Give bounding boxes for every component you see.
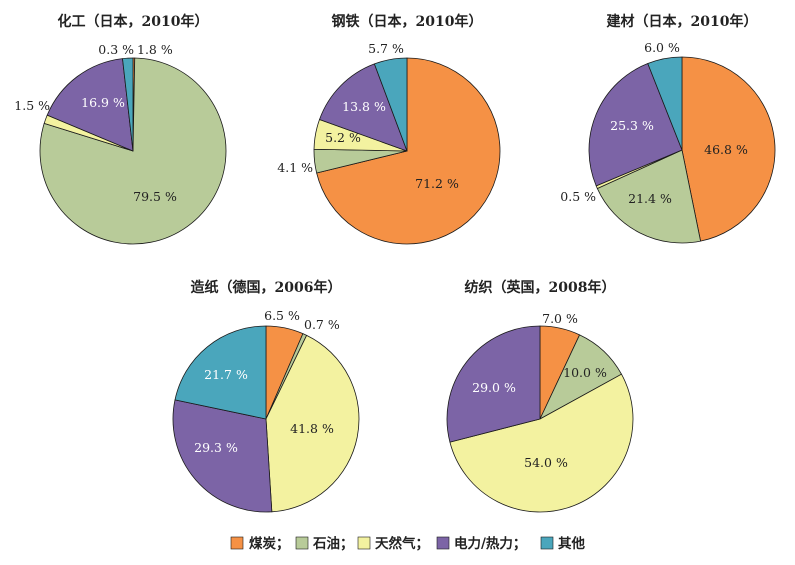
pie-slice-other (122, 57, 134, 152)
legend-label-coal: 煤炭； (249, 535, 290, 552)
pie-chart-1: 化工（日本，2010年） 0.3 % 79.5 % 1.5 % 16.9 % 1.8 % (14, 13, 227, 245)
pie-title: 钢铁（日本，2010年） (332, 13, 483, 30)
pie-value-label: 13.8 % (342, 99, 386, 114)
pie-value-label: 4.1 % (277, 160, 313, 175)
pie-value-label: 7.0 % (542, 311, 578, 326)
pie-value-label: 0.7 % (304, 317, 340, 332)
pie-chart-3: 建材（日本，2010年） 46.8 % 21.4 % 0.5 % 25.3 % 6.0 % (560, 13, 776, 244)
legend-swatch-gas (357, 536, 371, 550)
pie-value-label: 6.5 % (264, 308, 300, 323)
pie-slice-other (374, 57, 408, 152)
pie-value-label: 0.5 % (560, 189, 596, 204)
pie-value-label: 25.3 % (610, 118, 654, 133)
pie-slice-oil (596, 149, 701, 244)
pie-value-label: 0.3 % (98, 42, 134, 57)
pie-value-label: 54.0 % (524, 455, 568, 470)
legend-swatch-oil (295, 536, 309, 550)
pie-slice-power-heat (588, 63, 683, 187)
pie-value-label: 71.2 % (415, 176, 459, 191)
pie-title: 建材（日本，2010年） (607, 13, 758, 30)
pie-value-label: 16.9 % (81, 95, 125, 110)
pie-chart-2: 钢铁（日本，2010年） 71.2 % 4.1 % 5.2 % 13.8 % 5.7 % (277, 13, 501, 245)
pie-value-label: 29.0 % (472, 380, 516, 395)
pie-value-label: 46.8 % (704, 142, 748, 157)
pie-slice-power-heat (319, 63, 408, 152)
legend-label-gas: 天然气； (375, 535, 429, 552)
pie-slice-gas (449, 373, 634, 513)
pie-title: 化工（日本，2010年） (58, 13, 209, 30)
pie-chart-4: 造纸（德国，2006年） 6.5 % 0.7 % 41.8 % 29.3 % 21.7 % (172, 279, 360, 513)
legend-label-oil: 石油； (312, 535, 354, 552)
pie-value-label: 21.7 % (204, 367, 248, 382)
pie-title: 纺织（英国，2008年） (465, 279, 616, 296)
pie-value-label: 1.5 % (14, 98, 50, 113)
legend-swatch-power-heat (436, 536, 450, 550)
pie-slice-gas (265, 334, 360, 513)
pie-slice-power-heat (446, 325, 541, 443)
legend: 煤炭； 石油； 天然气； 电力/热力； 其他 (230, 535, 586, 552)
pie-chart-5: 纺织（英国，2008年） 7.0 % 10.0 % 54.0 % 29.0 % (446, 279, 634, 513)
pie-value-label: 21.4 % (628, 191, 672, 206)
pie-value-label: 6.0 % (644, 40, 680, 55)
pie-title: 造纸（德国，2006年） (191, 279, 342, 296)
pie-value-label: 5.7 % (368, 41, 404, 56)
pie-value-label: 10.0 % (563, 365, 607, 380)
legend-swatch-coal (230, 536, 244, 550)
pie-value-label: 41.8 % (290, 421, 334, 436)
legend-swatch-other (540, 536, 554, 550)
pie-slice-coal (316, 57, 501, 245)
pie-charts: 化工（日本，2010年） 0.3 % 79.5 % 1.5 % 16.9 % 1.8 % 钢… (14, 13, 776, 513)
pie-slice-other (647, 56, 683, 151)
pie-value-label: 1.8 % (137, 42, 173, 57)
pie-slice-power-heat (172, 399, 273, 513)
pie-slice-coal (681, 56, 776, 242)
pie-value-label: 79.5 % (133, 189, 177, 204)
pie-slice-power-heat (46, 58, 134, 152)
legend-label-other: 其他 (558, 535, 586, 552)
pie-slice-other (174, 325, 267, 420)
pie-value-label: 5.2 % (325, 130, 361, 145)
pie-value-label: 29.3 % (194, 440, 238, 455)
legend-label-power-heat: 电力/热力； (454, 535, 526, 552)
